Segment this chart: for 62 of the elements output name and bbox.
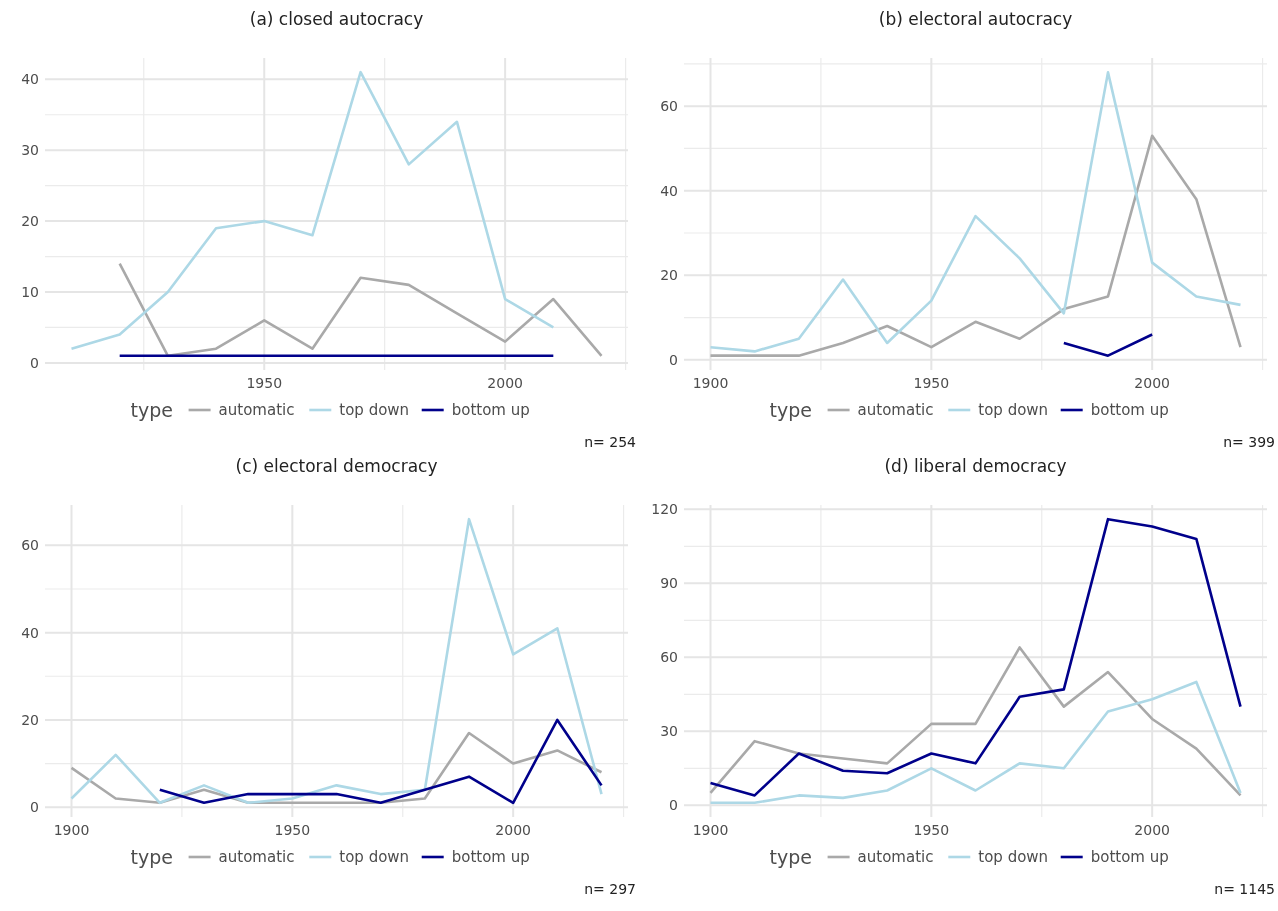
text: n= 399 <box>1223 434 1275 450</box>
text: n= 297 <box>584 881 636 897</box>
line-series <box>70 70 555 351</box>
line-series <box>118 262 603 358</box>
legend-label: automatic <box>857 848 934 867</box>
legend-label: top down <box>339 401 410 420</box>
legend-label: bottom up <box>451 401 530 420</box>
y-tick-label: 20 <box>21 711 39 728</box>
legend-label: automatic <box>218 848 295 867</box>
legend-title: type <box>130 398 174 421</box>
x-tick-label: 1950 <box>246 375 283 391</box>
x-tick-label: 2000 <box>487 375 523 391</box>
line-series <box>158 718 603 805</box>
chart-title: (d) liberal democracy <box>884 456 1067 476</box>
x-tick-label: 2000 <box>1134 375 1170 391</box>
line-series <box>709 646 1242 797</box>
y-tick-label: 10 <box>21 283 39 300</box>
y-tick-label: 20 <box>660 267 678 284</box>
x-tick-label: 1900 <box>53 822 90 838</box>
y-tick-label: 40 <box>21 624 39 641</box>
y-tick-label: 30 <box>660 723 678 740</box>
legend-label: bottom up <box>1090 848 1169 867</box>
text: n= 254 <box>584 434 637 450</box>
x-tick-label: 1900 <box>692 822 729 838</box>
y-tick-label: 30 <box>21 142 39 159</box>
line-series <box>70 517 603 805</box>
x-tick-label: 2000 <box>1134 822 1170 838</box>
chart-title: (c) electoral democracy <box>235 456 438 476</box>
y-tick-label: 90 <box>660 575 678 592</box>
legend-label: bottom up <box>1090 401 1169 420</box>
y-tick-label: 60 <box>21 537 39 554</box>
legend-label: top down <box>978 848 1049 867</box>
text: n= 1145 <box>1214 881 1275 897</box>
y-tick-label: 0 <box>669 351 678 368</box>
y-tick-label: 120 <box>651 501 678 518</box>
y-tick-label: 0 <box>30 799 39 816</box>
x-tick-label: 1950 <box>913 822 950 838</box>
y-tick-label: 0 <box>30 354 39 371</box>
legend-label: bottom up <box>451 848 530 867</box>
legend-label: automatic <box>857 401 934 420</box>
line-series <box>709 71 1242 353</box>
legend-label: top down <box>339 848 410 867</box>
y-tick-label: 40 <box>660 182 678 199</box>
y-tick-label: 0 <box>669 797 678 814</box>
x-tick-label: 1950 <box>274 822 311 838</box>
y-tick-label: 60 <box>660 98 678 115</box>
chart-title: (a) closed autocracy <box>249 9 424 29</box>
y-tick-label: 40 <box>21 71 39 88</box>
legend-title: type <box>769 398 813 421</box>
legend-title: type <box>769 845 813 868</box>
legend-label: top down <box>978 401 1049 420</box>
x-tick-label: 1900 <box>692 375 729 391</box>
line-series <box>709 134 1242 357</box>
y-tick-label: 60 <box>660 649 678 666</box>
y-tick-label: 20 <box>21 212 39 229</box>
legend-label: automatic <box>218 401 295 420</box>
x-tick-label: 1950 <box>913 375 950 391</box>
line-series <box>709 517 1242 797</box>
x-tick-label: 2000 <box>495 822 531 838</box>
chart-title: (b) electoral autocracy <box>878 9 1073 29</box>
line-series <box>709 680 1242 805</box>
legend-title: type <box>130 845 174 868</box>
